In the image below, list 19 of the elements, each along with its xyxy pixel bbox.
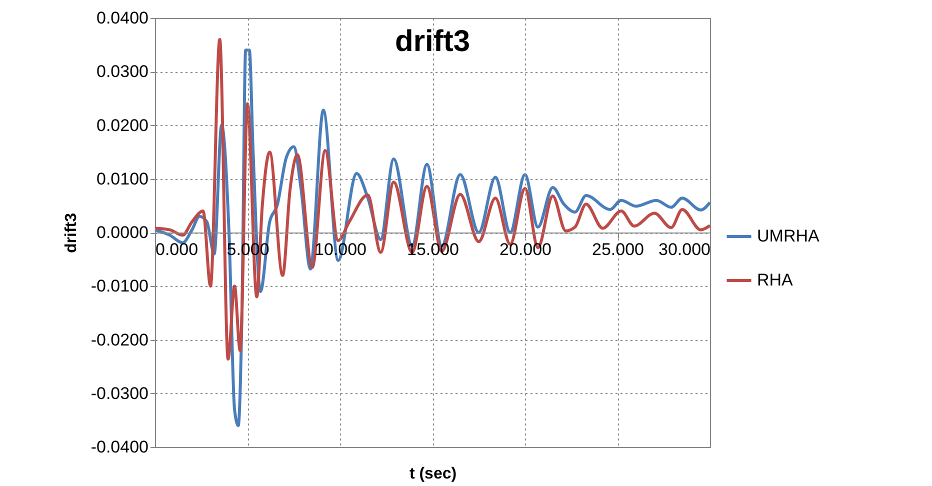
x-tick-label: 20.000	[500, 240, 552, 259]
x-axis-title: t (sec)	[409, 466, 457, 482]
legend-label: RHA	[757, 270, 794, 290]
y-tick-label: 0.0200	[96, 116, 148, 135]
chart-title: drift3	[395, 25, 470, 58]
y-tick-label: 0.0100	[96, 169, 148, 188]
x-tick-label: 30.000	[658, 240, 710, 259]
y-tick-label: -0.0300	[90, 384, 148, 403]
y-tick-label: -0.0200	[90, 330, 148, 350]
y-tick-label: 0.0300	[96, 62, 148, 82]
y-tick-label: -0.0400	[90, 438, 148, 456]
legend-label: UMRHA	[757, 226, 820, 246]
x-tick-label: 25.000	[592, 240, 644, 259]
x-tick-label: 15.000	[407, 240, 459, 259]
x-tick-label: 0.000	[156, 240, 198, 259]
y-axis-title: drift3	[62, 212, 80, 253]
y-tick-label: 0.0400	[96, 8, 148, 28]
y-tick-label: 0.0000	[96, 223, 148, 242]
y-tick-label: -0.0100	[90, 276, 148, 296]
